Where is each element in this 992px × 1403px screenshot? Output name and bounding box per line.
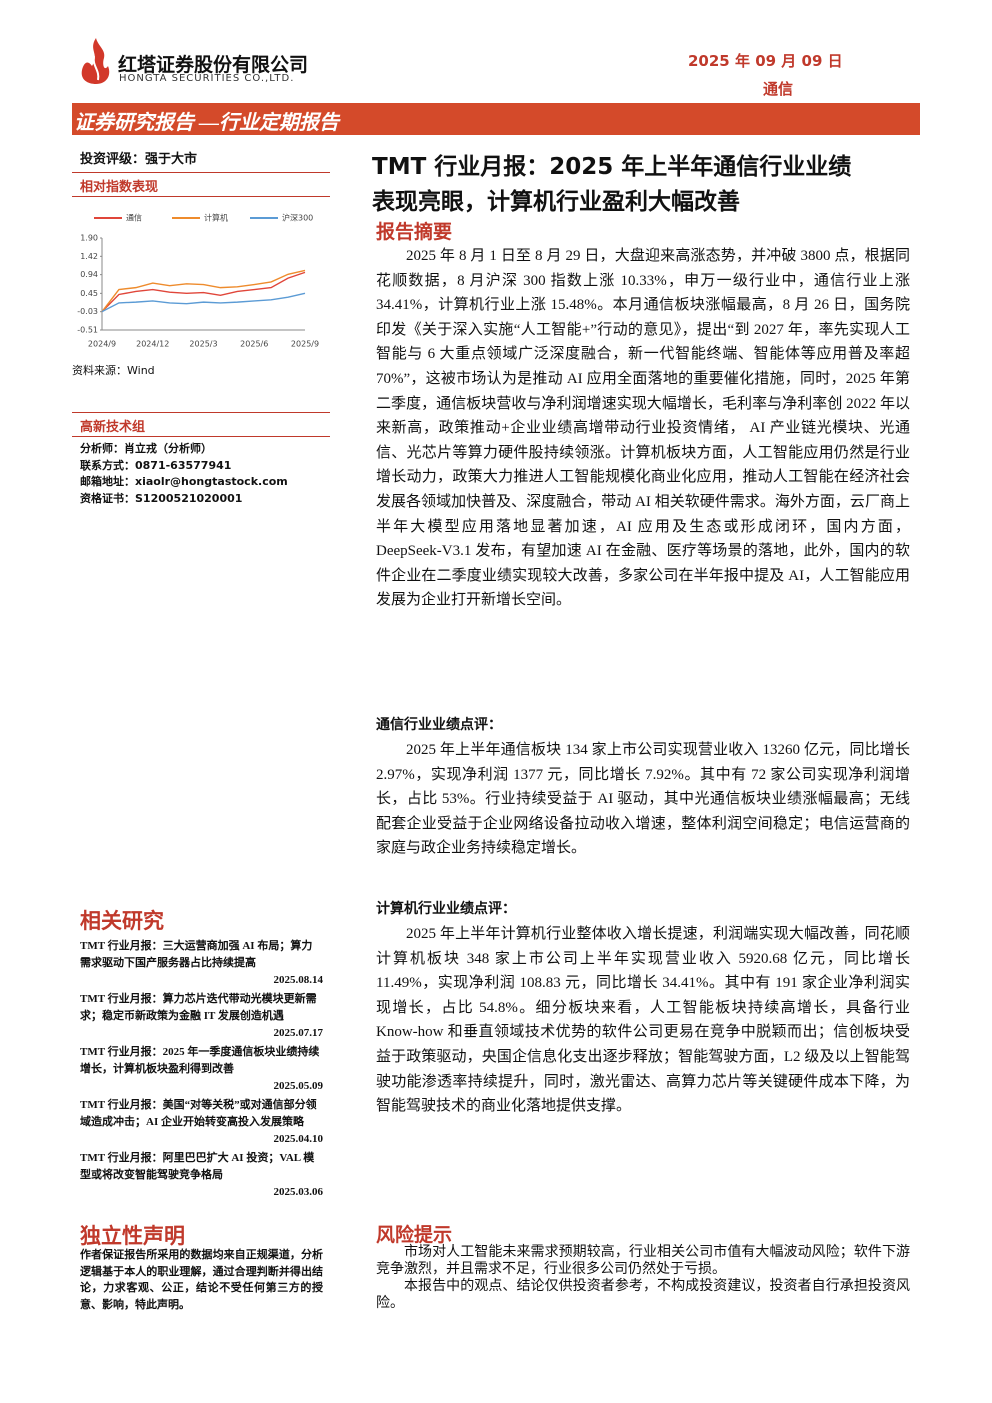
related-date: 2025.03.06 xyxy=(273,1186,324,1198)
risk: 市场对人工智能未来需求预期较高，行业相关公司市值有大幅波动风险；软件下游竞争激烈… xyxy=(376,1244,910,1312)
related-date: 2025.04.10 xyxy=(273,1133,324,1145)
related-date: 2025.08.14 xyxy=(273,974,324,986)
related-date: 2025.05.09 xyxy=(273,1080,324,1092)
section-heading: 通信行业业绩点评： xyxy=(376,717,502,733)
title-line: TMT 行业月报：2025 年上半年通信行业业绩 xyxy=(372,154,852,180)
related-item: TMT 行业月报：美国“对等关税”或对通信部分领域造成冲击；AI 企业开始转变高… xyxy=(80,1097,323,1148)
related-item: TMT 行业月报：三大运营商加强 AI 布局；算力需求驱动下国产服务器占比持续提… xyxy=(80,938,323,989)
y-tick-label: 1.42 xyxy=(80,252,98,261)
y-tick-label: 1.90 xyxy=(80,234,98,243)
y-tick-label: -0.03 xyxy=(77,307,98,316)
y-tick-label: 0.45 xyxy=(80,289,98,298)
rule xyxy=(72,172,330,173)
related-title: TMT 行业月报：阿里巴巴扩大 AI 投资；VAL 模型或将改变智能驾驶竞争格局 xyxy=(80,1152,315,1181)
risk-heading: 风险提示 xyxy=(376,1224,453,1246)
logo xyxy=(81,38,110,84)
sector: 通信 xyxy=(763,80,794,98)
related-item: TMT 行业月报：2025 年一季度通信板块业绩持续增长，计算机板块盈利得到改善… xyxy=(80,1044,323,1095)
summary-heading: 报告摘要 xyxy=(376,221,453,243)
source: 资料来源：Wind xyxy=(72,364,155,377)
risk-text: 本报告中的观点、结论仅供投资者参考，不构成投资建议，投资者自行承担投资风险。 xyxy=(376,1279,910,1311)
analyst-line: 分析师：肖立戎（分析师） xyxy=(80,442,212,455)
date: 2025 年 09 月 09 日 xyxy=(688,52,843,70)
analyst-line: 联系方式：0871-63577941 xyxy=(80,458,232,472)
legend-label: 计算机 xyxy=(204,213,228,223)
statement: 作者保证报告所采用的数据均来自正规渠道，分析逻辑基于本人的职业理解，通过合理判断… xyxy=(80,1249,323,1311)
legend-label: 通信 xyxy=(126,213,142,223)
related-title: TMT 行业月报：三大运营商加强 AI 布局；算力需求驱动下国产服务器占比持续提… xyxy=(80,940,313,969)
section-text: 2025 年上半年计算机行业整体收入增长提速，利润端实现大幅改善，同花顺计算机板… xyxy=(376,926,910,1115)
related-title: TMT 行业月报：算力芯片迭代带动光模块更新需求；稳定币新政策为金融 IT 发展… xyxy=(80,993,317,1022)
title-line: 表现亮眼，计算机行业盈利大幅改善 xyxy=(372,189,740,215)
rule xyxy=(72,436,330,437)
series-line xyxy=(101,271,306,313)
related-title: TMT 行业月报：美国“对等关税”或对通信部分领域造成冲击；AI 企业开始转变高… xyxy=(80,1099,317,1128)
chart-heading: 相对指数表现 xyxy=(80,180,159,195)
rating: 投资评级：强于大市 xyxy=(80,152,198,167)
legend-label: 沪深300 xyxy=(282,213,313,223)
x-tick-label: 2024/12 xyxy=(136,340,169,349)
related-list: TMT 行业月报：三大运营商加强 AI 布局；算力需求驱动下国产服务器占比持续提… xyxy=(80,938,323,1203)
related-item: TMT 行业月报：阿里巴巴扩大 AI 投资；VAL 模型或将改变智能驾驶竞争格局… xyxy=(80,1150,323,1201)
x-tick-label: 2025/9 xyxy=(291,340,319,349)
company-en: HONGTA SECURITIES CO.,LTD. xyxy=(119,73,295,84)
series-line xyxy=(101,269,306,313)
series-line xyxy=(101,292,306,313)
x-tick-label: 2025/3 xyxy=(189,340,217,349)
banner-text: 证券研究报告 —行业定期报告 xyxy=(74,112,339,134)
analyst-line: 资格证书：S1200521020001 xyxy=(80,491,243,505)
risk-text: 市场对人工智能未来需求预期较高，行业相关公司市值有大幅波动风险；软件下游竞争激烈… xyxy=(376,1245,910,1277)
analyst-line: 邮箱地址：xiaolr@hongtastock.com xyxy=(80,475,288,488)
section-text: 2025 年上半年通信板块 134 家上市公司实现营业收入 13260 亿元，同… xyxy=(376,742,910,857)
x-tick-label: 2025/6 xyxy=(240,340,268,349)
rule xyxy=(72,412,330,413)
section-heading: 计算机行业业绩点评： xyxy=(376,901,516,917)
title: TMT 行业月报：2025 年上半年通信行业业绩 表现亮眼，计算机行业盈利大幅改善 xyxy=(372,150,851,220)
related-heading: 相关研究 xyxy=(80,909,164,933)
team: 高新技术组 xyxy=(80,420,146,435)
rule xyxy=(72,196,330,197)
company: 红塔证券股份有限公司 xyxy=(118,54,309,76)
y-tick-label: 0.94 xyxy=(80,270,98,279)
x-tick-label: 2024/9 xyxy=(88,340,116,349)
banner xyxy=(72,103,920,135)
summary: 2025 年 8 月 1 日至 8 月 29 日，大盘迎来高涨态势，并冲破 38… xyxy=(376,248,910,609)
analyst-info: 分析师：肖立戎（分析师） 联系方式：0871-63577941 邮箱地址：xiaol… xyxy=(80,441,288,507)
related-title: TMT 行业月报：2025 年一季度通信板块业绩持续增长，计算机板块盈利得到改善 xyxy=(80,1046,320,1075)
y-tick-label: -0.51 xyxy=(77,326,98,335)
statement-heading: 独立性声明 xyxy=(80,1224,185,1248)
related-date: 2025.07.17 xyxy=(273,1027,324,1039)
related-item: TMT 行业月报：算力芯片迭代带动光模块更新需求；稳定币新政策为金融 IT 发展… xyxy=(80,991,323,1042)
chart: -0.51 -0.03 0.45 0.94 1.42 1.90 2024/9 2024/12 2… xyxy=(77,213,319,349)
